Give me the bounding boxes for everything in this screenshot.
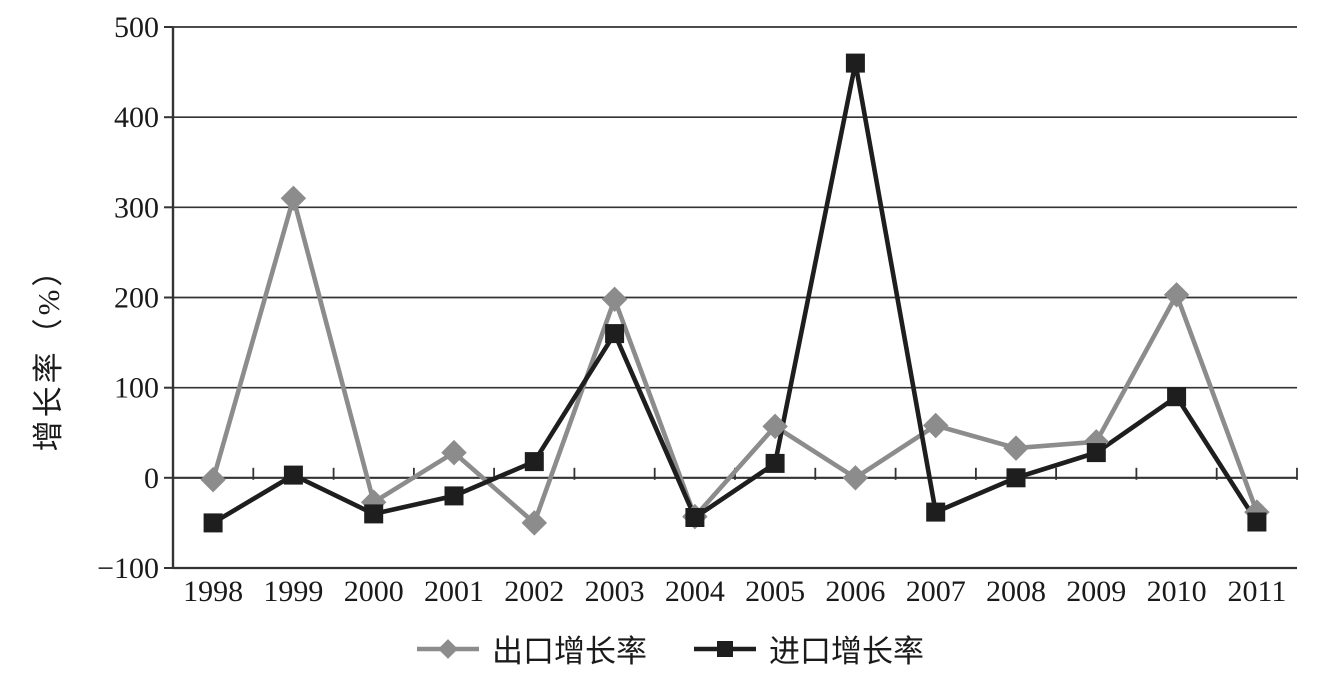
y-tick-label: 400 bbox=[114, 101, 159, 134]
export-growth-marker-2002 bbox=[521, 510, 548, 536]
x-tick-label: 2007 bbox=[906, 575, 966, 608]
legend-item-import: 进口增长率 bbox=[693, 626, 924, 671]
legend-export-label: 出口增长率 bbox=[492, 634, 647, 669]
x-tick-label: 1998 bbox=[183, 575, 243, 608]
y-tick-label: 0 bbox=[144, 462, 159, 495]
import-growth-marker-2004 bbox=[685, 508, 705, 527]
import-growth-marker-1999 bbox=[283, 465, 303, 485]
x-tick-label: 2004 bbox=[665, 575, 725, 608]
y-tick-label: 200 bbox=[114, 282, 159, 315]
import-growth-marker-2003 bbox=[605, 324, 625, 344]
export-growth-marker-1999 bbox=[280, 185, 307, 212]
import-growth-marker-2005 bbox=[765, 453, 785, 473]
x-tick-label: 2008 bbox=[986, 575, 1046, 608]
square-marker-icon bbox=[717, 640, 733, 657]
legend-import-label: 进口增长率 bbox=[769, 634, 924, 669]
export-growth-marker-2001 bbox=[441, 439, 467, 466]
legend: 出口增长率 进口增长率 bbox=[416, 626, 924, 671]
export-growth-series-line bbox=[210, 189, 1260, 527]
legend-export-symbol bbox=[417, 638, 479, 659]
import-growth-marker-2006 bbox=[845, 53, 865, 73]
y-tick-label: 100 bbox=[114, 372, 159, 405]
x-tick-label: 2000 bbox=[344, 575, 404, 608]
diamond-marker-icon bbox=[438, 638, 458, 659]
y-tick-label: −100 bbox=[97, 552, 159, 585]
import-growth-marker-2001 bbox=[444, 486, 464, 506]
import-growth-marker-2009 bbox=[1086, 443, 1106, 463]
x-tick-label: 2005 bbox=[745, 575, 805, 608]
export-growth-marker-1998 bbox=[200, 466, 226, 493]
y-axis-title: 增长率（%） bbox=[31, 252, 66, 452]
import-growth-marker-2008 bbox=[1006, 468, 1026, 488]
x-tick-label: 2002 bbox=[504, 575, 564, 608]
export-growth-marker-2010 bbox=[1163, 282, 1190, 308]
import-growth-marker-2002 bbox=[524, 452, 544, 472]
import-growth-marker-2007 bbox=[926, 502, 946, 522]
legend-import-symbol bbox=[694, 640, 756, 657]
export-growth-marker-2007 bbox=[922, 412, 949, 439]
import-growth-marker-2010 bbox=[1167, 387, 1187, 407]
export-growth-marker-2003 bbox=[601, 286, 628, 313]
import-growth-marker-2011 bbox=[1247, 512, 1267, 532]
x-tick-label: 1999 bbox=[263, 575, 323, 608]
export-growth-marker-2005 bbox=[762, 413, 788, 440]
import-growth-marker-2000 bbox=[364, 504, 384, 524]
import-growth-marker-1998 bbox=[203, 513, 223, 533]
x-tick-label: 2001 bbox=[424, 575, 484, 608]
export-growth-marker-2006 bbox=[842, 465, 869, 491]
export-growth-marker-2008 bbox=[1003, 435, 1029, 461]
x-tick-label: 2006 bbox=[825, 575, 885, 608]
import-growth-series-line bbox=[211, 62, 1259, 525]
y-tick-label: 300 bbox=[114, 191, 159, 224]
y-tick-label: 500 bbox=[114, 11, 159, 44]
x-tick-label: 2003 bbox=[585, 575, 645, 608]
x-tick-label: 2011 bbox=[1227, 575, 1286, 608]
legend-item-export: 出口增长率 bbox=[416, 626, 647, 671]
x-tick-label: 2010 bbox=[1147, 575, 1207, 608]
x-tick-label: 2009 bbox=[1066, 575, 1126, 608]
